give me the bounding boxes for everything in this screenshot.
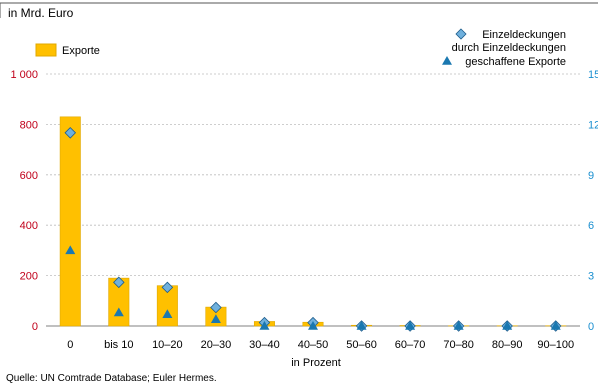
triangle-point (210, 314, 221, 324)
x-tick-label: 0 (67, 339, 73, 351)
x-tick-label: 30–40 (249, 339, 280, 351)
left-tick-label: 600 (20, 170, 38, 182)
triangle-point (259, 321, 270, 330)
legend-created-exports-label-1: durch Einzeldeckungen (452, 42, 566, 54)
diamond-point (64, 127, 77, 139)
x-tick-label: 90–100 (537, 339, 574, 351)
triangle-point (550, 321, 561, 330)
right-tick-label: 6 (588, 220, 594, 232)
legend-created-exports-triangle-icon (442, 56, 452, 65)
triangle-point (453, 321, 464, 330)
x-tick-label: 40–50 (298, 339, 329, 351)
triangle-point (162, 309, 173, 318)
triangle-point (308, 321, 318, 330)
triangle-point (405, 321, 416, 330)
triangle-point (502, 321, 513, 330)
source-note: Quelle: UN Comtrade Database; Euler Herm… (6, 373, 217, 384)
triangle-point (65, 245, 76, 255)
triangle-point (356, 321, 367, 330)
legend-exports-label: Exporte (62, 45, 100, 57)
bar (59, 116, 81, 327)
diamond-point (210, 301, 222, 314)
x-tick-label: 50–60 (346, 339, 377, 351)
left-tick-label: 400 (20, 220, 38, 232)
x-axis: 0 bis 10 10–20 20–30 30–40 40–50 50–60 60–70 70–… (67, 339, 574, 351)
diamond-series (64, 127, 562, 332)
legend-exports-swatch (35, 43, 57, 57)
right-tick-label: 15 (588, 69, 598, 81)
grid (46, 73, 580, 327)
right-tick-label: 0 (588, 321, 594, 333)
right-tick-label: 12 (588, 119, 598, 131)
x-tick-label: 80–90 (492, 339, 523, 351)
diamond-point (161, 281, 174, 294)
triangle-point (113, 307, 124, 317)
triangle-series (65, 245, 561, 330)
right-axis: 0 3 6 9 12 15 (588, 69, 598, 333)
left-tick-label: 0 (32, 321, 38, 333)
diamond-point (113, 276, 125, 289)
x-tick-label: 60–70 (395, 339, 426, 351)
left-axis: 0 200 400 600 800 1 000 (10, 69, 38, 333)
x-tick-label: 70–80 (443, 339, 474, 351)
right-tick-label: 9 (588, 170, 594, 182)
legend-single-cover-diamond-icon (455, 28, 467, 40)
x-tick-label: 10–20 (152, 339, 183, 351)
x-tick-label: 20–30 (201, 339, 232, 351)
legend-created-exports-label-2: geschaffene Exporte (465, 56, 566, 68)
left-tick-label: 800 (20, 119, 38, 131)
bar-series (59, 116, 567, 327)
x-axis-label: in Prozent (291, 357, 341, 369)
left-tick-label: 1 000 (10, 69, 38, 81)
legend-single-cover-label: Einzeldeckungen (482, 29, 566, 41)
left-tick-label: 200 (20, 271, 38, 283)
x-tick-label: bis 10 (104, 339, 133, 351)
right-tick-label: 3 (588, 271, 594, 283)
unit-note: in Mrd. Euro (8, 6, 74, 20)
